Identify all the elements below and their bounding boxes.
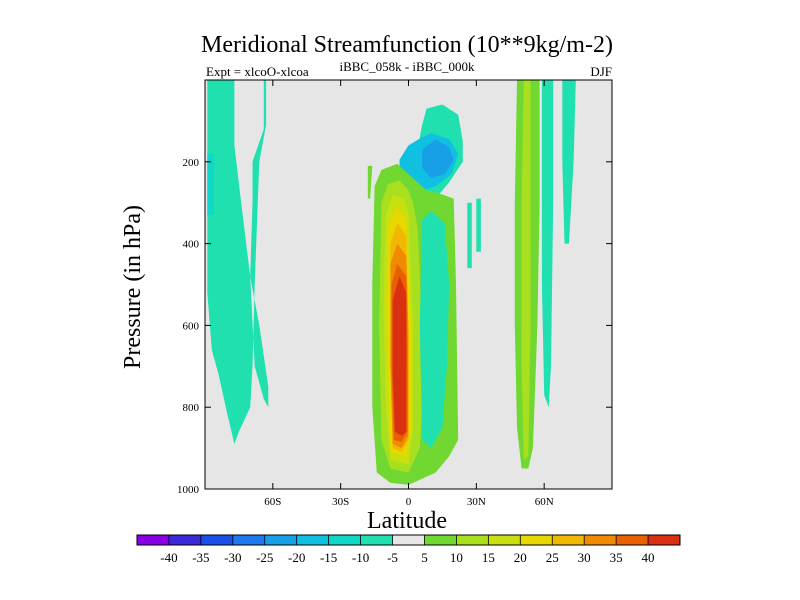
colorbar-swatch <box>648 535 681 545</box>
colorbar-label: 10 <box>450 550 463 565</box>
colorbar-swatch <box>392 535 425 545</box>
colorbar-swatch <box>168 535 202 545</box>
colorbar-swatch <box>552 535 585 545</box>
colorbar-swatch <box>328 535 361 545</box>
colorbar-swatch <box>520 535 553 545</box>
colorbar-label: -25 <box>256 550 273 565</box>
cell-small-spot-left <box>367 165 373 199</box>
x-tick-label: 30N <box>467 496 486 508</box>
colorbar-swatch <box>456 535 489 545</box>
cell-sh-polar-dipole <box>207 80 269 444</box>
colorbar-label: -40 <box>160 550 177 565</box>
y-tick-label: 400 <box>183 239 200 251</box>
y-tick-label: 200 <box>183 157 200 169</box>
colorbar-swatch <box>584 535 617 545</box>
colorbar-swatch <box>137 535 170 545</box>
colorbar-label: 30 <box>578 550 591 565</box>
axes: 60S 30S 0 30N 60N 200 400 600 800 1000 <box>177 80 612 508</box>
cell-nh-cyan-far <box>562 80 576 244</box>
x-tick-label: 60N <box>535 496 554 508</box>
y-tick-label: 1000 <box>177 484 200 496</box>
cell-hadley-40 <box>392 276 407 436</box>
x-tick-label: 30S <box>332 496 349 508</box>
colorbar-swatch <box>200 535 234 545</box>
y-tick-label: 600 <box>183 320 200 332</box>
colorbar-label: 35 <box>610 550 623 565</box>
colorbar-label: 15 <box>482 550 495 565</box>
colorbar-frame <box>136 534 681 546</box>
colorbar-label: -5 <box>387 550 398 565</box>
colorbar-label: 5 <box>421 550 428 565</box>
colorbar-label: -15 <box>320 550 337 565</box>
colorbar-swatch <box>488 535 521 545</box>
experiment-label: Expt = xlcoO-xlcoa <box>206 64 309 79</box>
colorbar-swatch <box>232 535 266 545</box>
cell-eq-cyan-strip <box>419 210 450 449</box>
colorbar: -40 -35 -30 -25 -20 -15 -10 -5 5 10 15 20 25 30 35 40 <box>136 534 681 565</box>
colorbar-swatch <box>616 535 649 545</box>
cell-upper-negative-core <box>422 139 454 179</box>
cell-sh-cyan-upper <box>207 153 214 215</box>
colorbar-label: -20 <box>288 550 305 565</box>
cell-nh-thin-strip-a <box>467 202 472 269</box>
colorbar-label: -30 <box>224 550 241 565</box>
x-axis-label: Latitude <box>367 508 447 534</box>
y-tick-label: 800 <box>183 402 200 414</box>
y-axis-label: Pressure (in hPa) <box>120 205 146 369</box>
cell-nh-thin-strip-b <box>476 198 481 252</box>
cell-nh-cyan-right <box>541 80 554 408</box>
colorbar-label: 20 <box>514 550 527 565</box>
colorbar-label: 25 <box>546 550 559 565</box>
chart-subtitle: iBBC_058k - iBBC_000k <box>339 59 475 74</box>
plot-area <box>204 79 613 490</box>
colorbar-swatch <box>264 535 297 545</box>
x-tick-label: 60S <box>264 496 281 508</box>
season-label: DJF <box>590 64 612 79</box>
colorbar-swatch <box>424 535 457 545</box>
colorbar-label: -10 <box>352 550 369 565</box>
cell-nh-yellow-core <box>521 80 531 461</box>
colorbar-swatch <box>296 535 329 545</box>
chart-title: Meridional Streamfunction (10**9kg/m-2) <box>201 32 613 58</box>
colorbar-label: 40 <box>642 550 655 565</box>
x-tick-label: 0 <box>406 496 412 508</box>
colorbar-label: -35 <box>192 550 209 565</box>
colorbar-swatch <box>360 535 393 545</box>
